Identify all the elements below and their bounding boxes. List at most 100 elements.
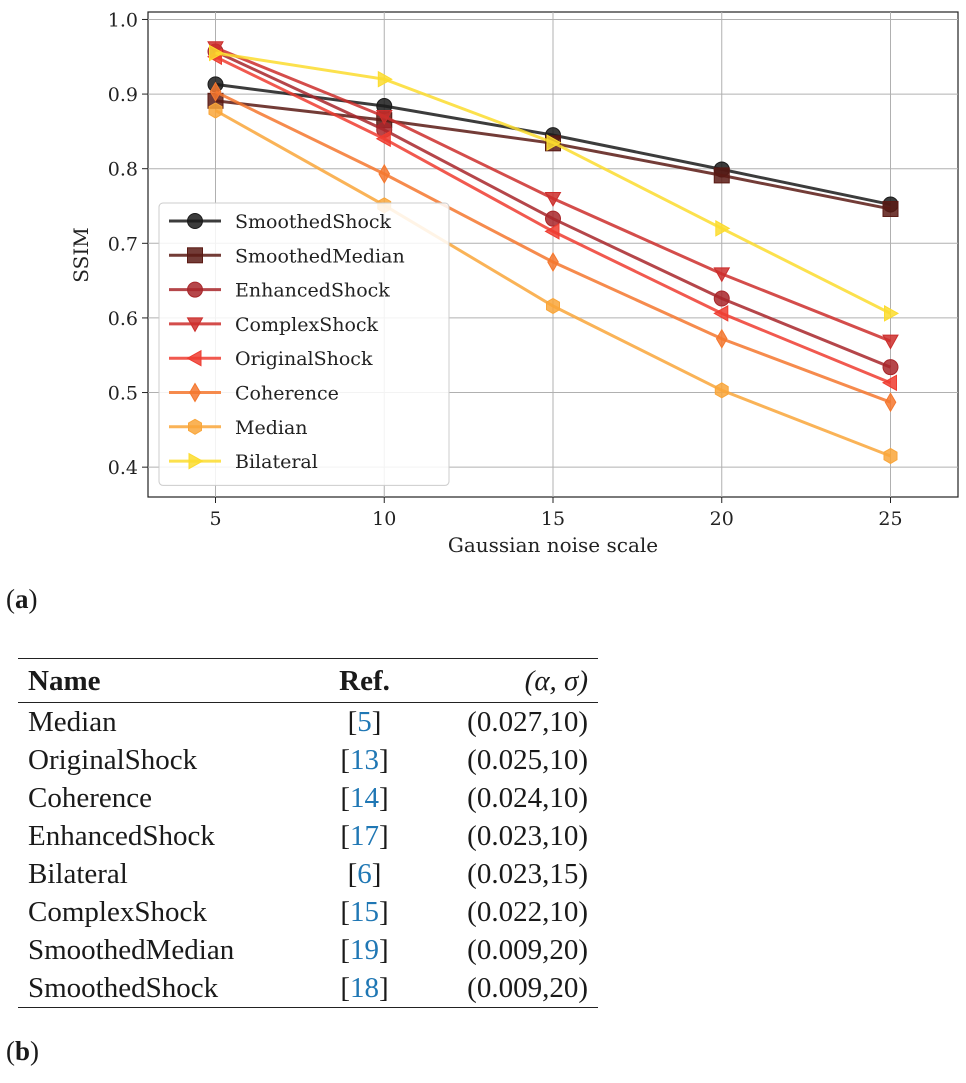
x-tick-label: 25 — [878, 508, 902, 530]
legend-label: Median — [235, 417, 308, 439]
reference-link[interactable]: 13 — [350, 744, 380, 776]
data-point — [546, 297, 560, 315]
caption-b-letter: b — [15, 1036, 31, 1066]
legend-item: Coherence — [169, 383, 339, 405]
row-ref: [17] — [340, 820, 389, 852]
legend-marker — [187, 281, 203, 298]
y-tick-label: 0.5 — [108, 383, 138, 405]
data-point — [884, 305, 900, 322]
data-point — [377, 70, 393, 88]
data-point — [545, 210, 561, 227]
data-point — [882, 359, 899, 376]
row-params: (0.009,20) — [411, 969, 598, 1008]
x-tick-label: 10 — [372, 508, 396, 530]
legend-label: OriginalShock — [235, 348, 373, 370]
data-point — [884, 392, 897, 413]
table-row: EnhancedShock [17] (0.023,10) — [18, 817, 598, 855]
row-name: ComplexShock — [28, 896, 207, 928]
legend: SmoothedShock SmoothedMedian EnhancedShock… — [158, 202, 450, 486]
legend-item: Bilateral — [169, 451, 318, 473]
row-ref: [19] — [340, 934, 389, 966]
legend-marker — [188, 452, 204, 470]
data-point — [882, 200, 899, 217]
row-params: (0.027,10) — [467, 706, 588, 738]
legend-marker — [189, 382, 201, 403]
data-point — [715, 328, 728, 349]
y-tick-label: 0.6 — [108, 308, 138, 330]
y-tick-label: 0.4 — [108, 457, 138, 479]
y-tick-label: 1.0 — [108, 9, 138, 31]
reference-link[interactable]: 15 — [350, 896, 380, 928]
data-point — [715, 220, 731, 237]
caption-a: (a) — [6, 584, 38, 614]
data-point — [547, 252, 559, 272]
row-ref: [13] — [340, 744, 389, 776]
header-params: (α, σ) — [524, 665, 588, 697]
legend-label: SmoothedShock — [235, 211, 392, 233]
row-name: OriginalShock — [28, 744, 198, 776]
reference-link[interactable]: 14 — [350, 782, 380, 814]
x-tick-label: 5 — [209, 508, 221, 530]
table-row: OriginalShock [13] (0.025,10) — [18, 741, 598, 779]
data-point — [713, 290, 730, 307]
data-point — [544, 223, 560, 240]
table-row: Median [5] (0.027,10) — [18, 703, 598, 742]
series-ComplexShock — [207, 41, 899, 350]
data-point — [375, 130, 391, 148]
data-point — [375, 110, 393, 126]
table-row: Coherence [14] (0.024,10) — [18, 779, 598, 817]
reference-link[interactable]: 17 — [350, 820, 380, 852]
table-row: SmoothedShock [18] (0.009,20) — [18, 969, 598, 1008]
x-axis-ticks: 5 10 15 20 25 — [209, 497, 903, 530]
data-point — [713, 305, 729, 322]
row-name: Median — [28, 706, 117, 738]
reference-link[interactable]: 19 — [350, 934, 380, 966]
row-ref: [5] — [347, 706, 382, 738]
row-params: (0.025,10) — [467, 744, 588, 776]
reference-link[interactable]: 5 — [357, 706, 372, 738]
table-body: Median [5] (0.027,10) OriginalShock [13] (0.0… — [18, 703, 598, 1008]
data-point — [208, 102, 223, 119]
y-tick-label: 0.8 — [108, 159, 138, 181]
y-axis-label: SSIM — [69, 227, 93, 282]
row-ref: [15] — [340, 896, 389, 928]
row-params: (0.023,10) — [467, 820, 588, 852]
ssim-line-chart: 5 10 15 20 25 0.4 0.5 0.6 0.7 0.8 0.9 1.0 Gaussian… — [69, 9, 959, 557]
legend-label: Bilateral — [235, 451, 318, 473]
reference-link[interactable]: 18 — [350, 972, 380, 1004]
table-row: Bilateral [6] (0.023,15) — [18, 855, 598, 893]
reference-link[interactable]: 6 — [357, 858, 372, 890]
data-point — [546, 134, 562, 151]
legend-item: OriginalShock — [169, 348, 373, 370]
caption-a-letter: a — [15, 584, 29, 614]
row-name: SmoothedMedian — [28, 934, 235, 966]
data-point — [714, 382, 729, 399]
x-tick-label: 20 — [710, 508, 734, 530]
caption-b: (b) — [6, 1036, 40, 1066]
legend-item: Median — [169, 417, 308, 439]
data-point — [713, 267, 731, 283]
x-tick-label: 15 — [541, 508, 565, 530]
row-ref: [18] — [317, 969, 412, 1008]
row-name: SmoothedShock — [18, 969, 318, 1008]
row-params: (0.023,15) — [467, 858, 588, 890]
row-ref: [14] — [340, 782, 389, 814]
legend-item: EnhancedShock — [169, 280, 390, 302]
legend-label: ComplexShock — [235, 314, 379, 336]
series-Bilateral — [209, 44, 900, 322]
data-point — [378, 163, 391, 184]
legend-item: SmoothedShock — [169, 211, 392, 233]
legend-item: ComplexShock — [169, 314, 379, 336]
data-point — [209, 81, 222, 102]
legend-box — [158, 202, 450, 486]
legend-marker — [186, 349, 202, 367]
table-row: ComplexShock [15] (0.022,10) — [18, 893, 598, 931]
row-name: EnhancedShock — [28, 820, 215, 852]
row-params: (0.022,10) — [467, 896, 588, 928]
legend-marker — [186, 317, 204, 333]
table-header-row: Name Ref. (α, σ) — [18, 658, 598, 703]
legend-label: Coherence — [235, 383, 339, 405]
legend-marker — [188, 418, 202, 435]
data-point — [713, 167, 730, 184]
data-point — [882, 334, 899, 350]
